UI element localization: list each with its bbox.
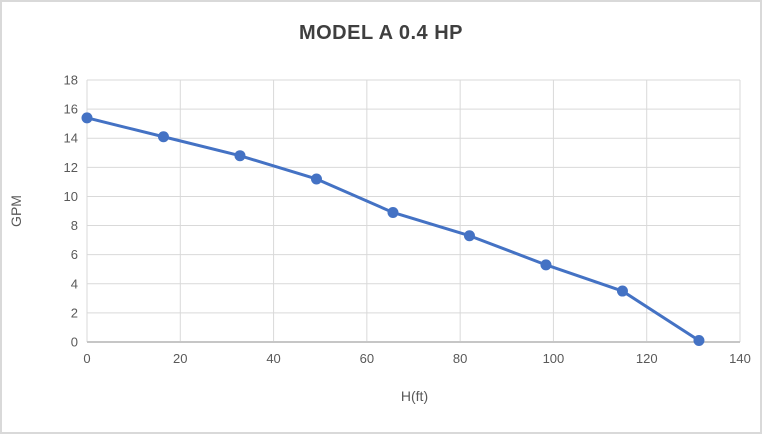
x-axis-tick-label: 0 — [83, 351, 90, 366]
y-axis-tick-label: 18 — [64, 73, 78, 88]
x-axis-tick-label: 100 — [543, 351, 565, 366]
data-point — [157, 131, 169, 143]
x-axis-title: H(ft) — [400, 388, 429, 404]
x-axis-tick-label: 40 — [266, 351, 280, 366]
data-point — [540, 259, 552, 271]
y-axis-tick-label: 0 — [71, 335, 78, 350]
y-axis-tick-label: 14 — [64, 131, 78, 146]
y-axis-tick-label: 10 — [64, 189, 78, 204]
data-point — [387, 206, 399, 218]
y-axis-tick-label: 12 — [64, 160, 78, 175]
data-point — [463, 230, 475, 242]
x-axis-tick-label: 20 — [173, 351, 187, 366]
x-axis-tick-label: 140 — [729, 351, 751, 366]
x-axis-tick-label: 60 — [360, 351, 374, 366]
data-point — [81, 112, 93, 124]
data-point — [310, 173, 322, 185]
y-axis-tick-label: 2 — [71, 305, 78, 320]
x-axis-tick-label: 80 — [453, 351, 467, 366]
y-axis-tick-label: 16 — [64, 102, 78, 117]
data-line — [85, 116, 701, 343]
chart-title: MODEL A 0.4 HP — [298, 22, 464, 44]
data-point — [234, 150, 246, 162]
y-axis-tick-label: 4 — [71, 276, 78, 291]
data-point — [616, 285, 628, 297]
x-axis-tick-label: 120 — [636, 351, 658, 366]
y-axis-tick-label: 6 — [71, 247, 78, 262]
y-axis-tick-label: 8 — [71, 218, 78, 233]
data-point — [693, 335, 705, 347]
